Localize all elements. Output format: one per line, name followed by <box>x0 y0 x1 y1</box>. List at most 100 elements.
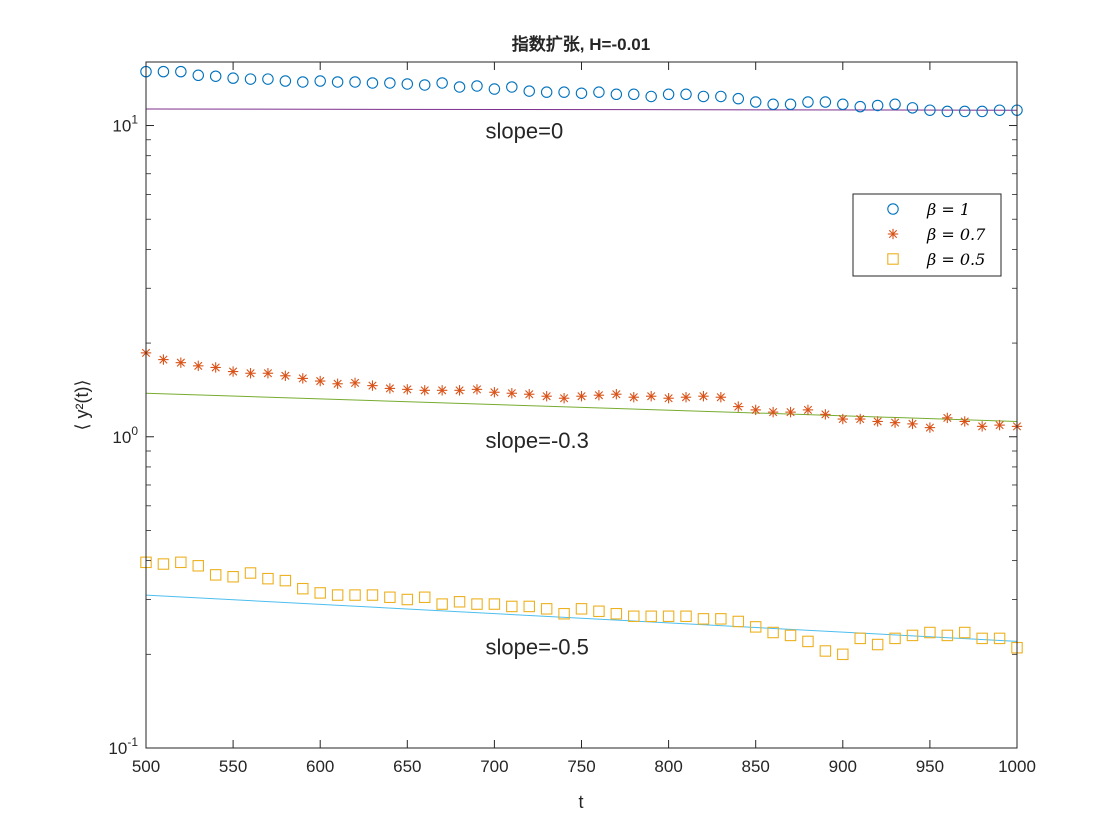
slope-annotation: slope=-0.5 <box>486 634 589 659</box>
data-point <box>906 102 919 114</box>
data-point <box>558 86 570 98</box>
data-point <box>819 645 832 657</box>
data-point <box>663 393 674 404</box>
data-point <box>332 378 343 389</box>
data-point <box>558 607 570 620</box>
data-point <box>854 632 866 645</box>
y-axis-label: ⟨ y²(t)⟩ <box>72 379 92 430</box>
slope-annotation: slope=0 <box>486 118 564 143</box>
data-point <box>749 96 762 108</box>
data-point <box>837 648 849 661</box>
data-point <box>192 69 205 82</box>
data-point <box>958 105 971 118</box>
data-point <box>959 416 970 427</box>
data-point <box>802 404 814 416</box>
data-point <box>210 362 221 373</box>
data-point <box>906 629 919 642</box>
data-point <box>611 389 622 400</box>
data-point <box>262 572 274 585</box>
x-tick-label: 900 <box>829 757 857 776</box>
data-point <box>401 593 414 606</box>
legend-marker <box>887 228 899 240</box>
data-point <box>593 390 605 401</box>
data-point <box>506 388 518 399</box>
x-tick-label: 750 <box>567 757 595 776</box>
fit-lines <box>145 108 1018 642</box>
data-point <box>244 567 257 579</box>
data-point <box>593 605 605 618</box>
data-point <box>784 98 797 111</box>
axes: 500 550 600 650 700 750 800 850 900 950 1000 10-1 10… <box>108 61 1036 776</box>
data-point <box>924 626 936 639</box>
data-point <box>244 73 257 85</box>
data-point <box>227 72 239 84</box>
legend-marker <box>887 253 899 265</box>
data-point <box>749 621 762 633</box>
data-point <box>419 385 430 396</box>
data-point <box>175 357 187 368</box>
series-2 <box>140 347 1023 433</box>
series-3 <box>140 556 1023 661</box>
data-point <box>958 626 971 639</box>
legend: β = 1 β = 0.7 β = 0.5 <box>852 193 1002 277</box>
data-point <box>715 613 727 625</box>
data-point <box>662 88 675 101</box>
data-point <box>802 96 814 108</box>
data-point <box>262 368 274 379</box>
x-tick-label: 800 <box>654 757 682 776</box>
data-point <box>819 96 832 108</box>
data-point <box>976 632 988 645</box>
x-tick-label: 500 <box>132 757 160 776</box>
data-point <box>941 105 954 118</box>
data-point <box>279 75 292 87</box>
data-point <box>314 587 326 599</box>
data-point <box>349 377 361 389</box>
series-1 <box>140 65 1023 118</box>
data-point <box>384 591 396 604</box>
data-point <box>158 354 169 365</box>
data-point <box>209 569 222 581</box>
legend-marker <box>887 203 899 215</box>
data-point <box>871 638 884 651</box>
data-point <box>297 373 308 384</box>
data-point <box>767 626 779 639</box>
data-point <box>610 607 623 620</box>
x-axis-label: t <box>578 792 583 812</box>
data-point <box>698 391 709 402</box>
data-point <box>784 629 797 642</box>
x-tick-label: 850 <box>742 757 770 776</box>
data-point <box>418 79 431 91</box>
annotations: slope=0 slope=-0.3 slope=-0.5 <box>486 118 589 659</box>
data-point <box>889 632 901 645</box>
data-point <box>645 391 657 402</box>
data-point <box>732 92 745 105</box>
data-point <box>993 632 1006 645</box>
data-point <box>506 600 518 613</box>
data-point <box>227 570 239 583</box>
data-point <box>367 380 378 391</box>
data-point <box>488 598 501 610</box>
data-point <box>575 603 588 615</box>
x-tick-label: 950 <box>916 757 944 776</box>
x-tick-label: 600 <box>306 757 334 776</box>
data-point <box>645 610 657 623</box>
data-point <box>488 83 501 95</box>
data-point <box>262 73 274 85</box>
data-point <box>855 413 866 425</box>
data-point <box>993 104 1006 116</box>
data-point <box>297 582 309 595</box>
data-point <box>942 412 953 424</box>
data-point <box>540 86 553 98</box>
data-point <box>401 78 414 90</box>
data-point <box>837 98 849 111</box>
data-point <box>628 610 640 623</box>
data-point <box>402 384 413 395</box>
data-point <box>680 88 692 101</box>
data-point <box>767 98 779 111</box>
data-point <box>628 88 640 101</box>
data-point <box>454 385 465 396</box>
x-tick-label: 550 <box>219 757 247 776</box>
data-point <box>175 65 187 78</box>
data-point <box>628 392 639 403</box>
